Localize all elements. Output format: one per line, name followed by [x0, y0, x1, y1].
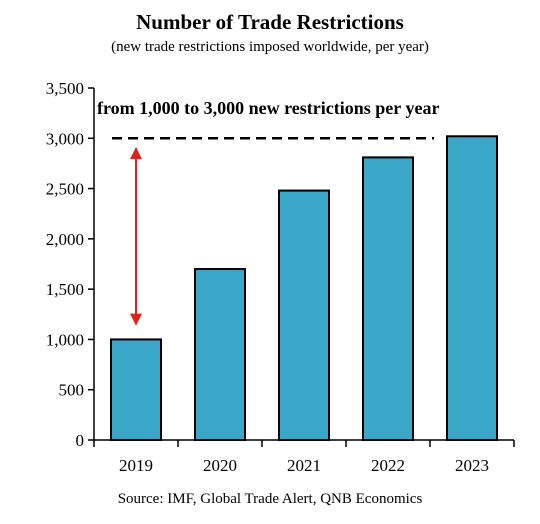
bar-2023 — [446, 135, 498, 441]
y-tick-label: 3,500 — [46, 79, 84, 98]
bar-2022 — [362, 156, 414, 441]
bar-2020 — [194, 268, 246, 441]
y-tick-label: 1,500 — [46, 280, 84, 299]
x-tick-label: 2022 — [371, 456, 405, 475]
y-tick-label: 3,000 — [46, 129, 84, 148]
y-tick-label: 2,000 — [46, 230, 84, 249]
x-tick-label: 2023 — [455, 456, 489, 475]
x-tick-label: 2019 — [119, 456, 153, 475]
bar-2019 — [110, 338, 162, 441]
chart-subtitle: (new trade restrictions imposed worldwid… — [111, 39, 429, 55]
bar-2021 — [278, 189, 330, 441]
chart-title: Number of Trade Restrictions — [136, 10, 404, 34]
y-tick-label: 0 — [76, 431, 85, 450]
x-tick-label: 2020 — [203, 456, 237, 475]
y-tick-label: 2,500 — [46, 180, 84, 199]
source-note: Source: IMF, Global Trade Alert, QNB Eco… — [117, 491, 423, 507]
y-tick-label: 1,000 — [46, 330, 84, 349]
y-tick-label: 500 — [59, 381, 85, 400]
annotation-text: from 1,000 to 3,000 new restrictions per… — [97, 98, 439, 118]
x-tick-label: 2021 — [287, 456, 321, 475]
